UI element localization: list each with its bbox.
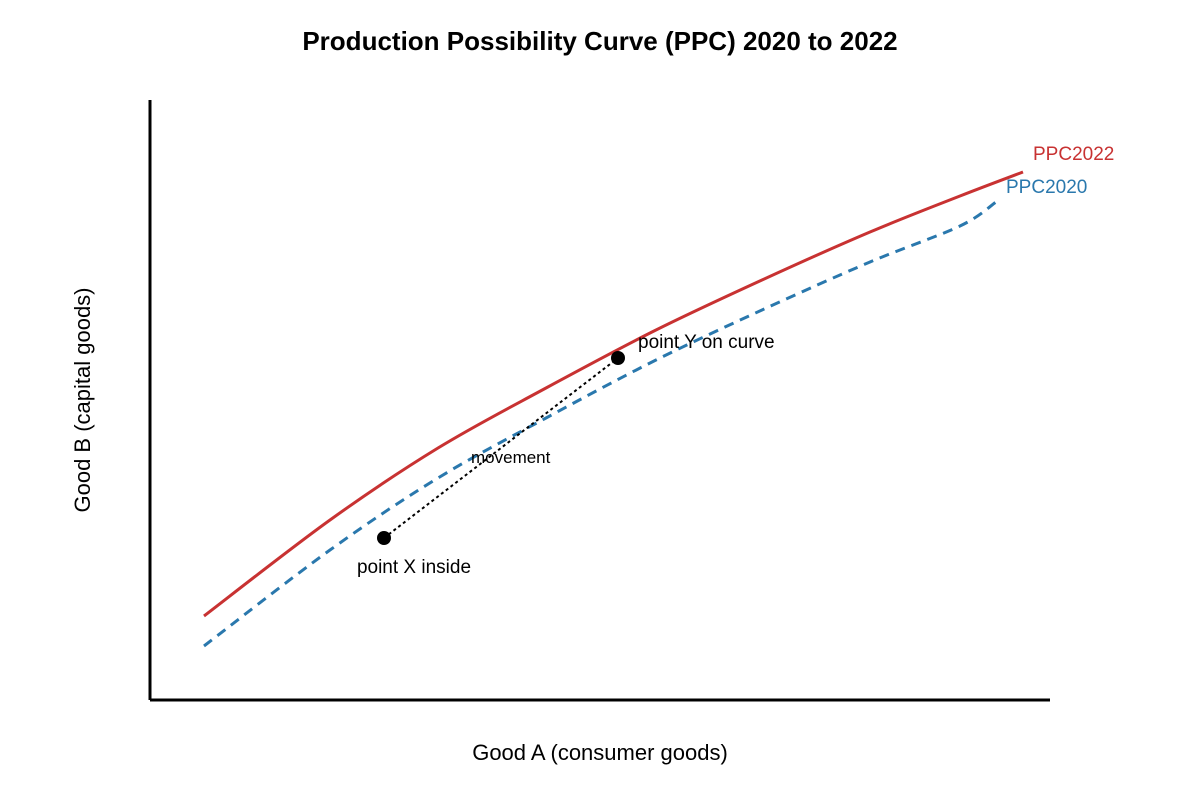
series-ppc2022-line [203, 170, 1024, 618]
chart-title: Production Possibility Curve (PPC) 2020 … [302, 26, 897, 56]
movement-line [383, 357, 619, 539]
series-layer: PPC2022 PPC2020 [203, 144, 1114, 648]
point-x-marker [377, 531, 391, 545]
series-ppc2020-line [203, 200, 997, 648]
point-y-marker [611, 351, 625, 365]
series-ppc2020-label: PPC2020 [1006, 177, 1087, 198]
y-axis-label: Good B (capital goods) [70, 287, 95, 512]
series-ppc2022-label: PPC2022 [1033, 144, 1114, 165]
movement-label: movement [471, 448, 551, 467]
point-y-label: point Y on curve [638, 332, 775, 353]
point-x-label: point X inside [357, 557, 471, 578]
annotation-layer: movement point X inside point Y on curve [357, 332, 775, 578]
x-axis-label: Good A (consumer goods) [472, 740, 728, 765]
